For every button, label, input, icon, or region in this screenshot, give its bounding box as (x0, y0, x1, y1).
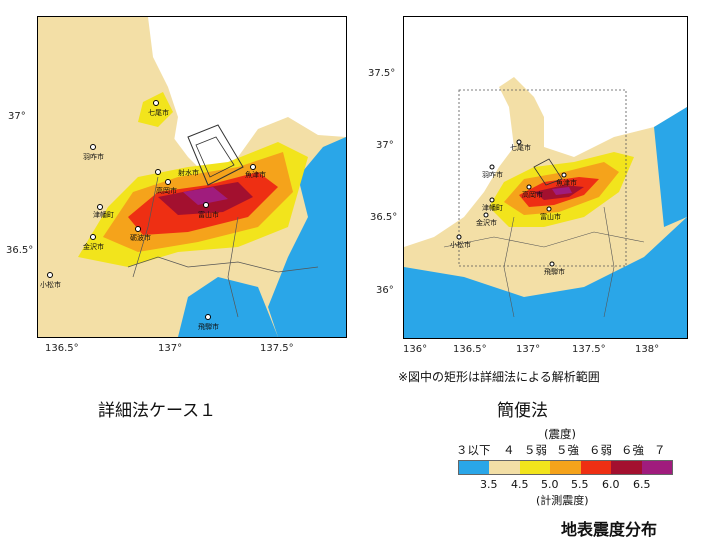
city-markers: 七尾市 羽咋市 高岡市 射水市 魚津市 富山市 津幡町 金沢市 砺波市 小松市 … (40, 100, 266, 331)
right-y-tick: 37.5° (368, 68, 396, 79)
right-intensity-map: 七尾市 羽咋市 高岡市 魚津市 富山市 津幡町 金沢市 小松市 飛騨市 (403, 16, 688, 339)
left-y-tick: 37° (8, 111, 26, 122)
legend-threshold: 5.0 (541, 478, 559, 491)
legend-swatch (641, 461, 672, 474)
city-label: 富山市 (198, 210, 219, 219)
left-intensity-map: 七尾市 羽咋市 高岡市 射水市 魚津市 富山市 津幡町 金沢市 砺波市 小松市 … (37, 16, 347, 338)
city-label: 魚津市 (556, 178, 577, 187)
left-y-tick: 36.5° (6, 245, 34, 256)
legend-threshold: 6.0 (602, 478, 620, 491)
city-label: 金沢市 (83, 242, 104, 251)
legend-swatch (459, 461, 490, 474)
city-label: 七尾市 (148, 108, 169, 117)
figure-title: 地表震度分布 (561, 520, 658, 539)
low-intensity-south (404, 217, 687, 338)
right-x-tick: 137.5° (572, 344, 606, 355)
legend-threshold: 6.5 (633, 478, 651, 491)
legend-class-label: ４ (503, 443, 515, 457)
city-label: 魚津市 (245, 170, 266, 179)
city-label: 津幡町 (93, 210, 114, 219)
legend-swatch (489, 461, 520, 474)
legend-title-measured: (計測震度) (536, 494, 589, 507)
sea-area (133, 17, 346, 177)
left-map-canvas: 七尾市 羽咋市 高岡市 射水市 魚津市 富山市 津幡町 金沢市 砺波市 小松市 … (38, 17, 346, 337)
city-label: 飛騨市 (198, 322, 219, 331)
legend-title-intensity: (震度) (544, 427, 576, 441)
city-label: 羽咋市 (482, 170, 503, 179)
right-y-tick: 36° (376, 285, 394, 296)
legend-swatch (580, 461, 612, 474)
right-map-canvas: 七尾市 羽咋市 高岡市 魚津市 富山市 津幡町 金沢市 小松市 飛騨市 (404, 17, 687, 338)
city-label: 津幡町 (482, 203, 503, 212)
legend-class-label: ６弱 (589, 443, 612, 457)
low-intensity-east (268, 137, 346, 337)
right-y-tick: 37° (376, 140, 394, 151)
left-x-tick: 136.5° (45, 343, 79, 354)
legend-class-label: ６強 (621, 443, 644, 457)
legend-threshold: 5.5 (571, 478, 589, 491)
left-x-tick: 137.5° (260, 343, 294, 354)
city-label: 高岡市 (522, 190, 543, 199)
legend-swatch (550, 461, 581, 474)
low-intensity-south (98, 277, 278, 337)
legend-class-label: ５強 (556, 443, 579, 457)
left-map-caption: 詳細法ケース１ (98, 401, 217, 421)
legend-swatch (519, 461, 551, 474)
legend-swatch (611, 461, 642, 474)
legend-class-label: ５弱 (524, 443, 547, 457)
city-label: 射水市 (178, 168, 199, 177)
legend-threshold: 3.5 (480, 478, 498, 491)
city-label: 小松市 (40, 280, 61, 289)
right-x-tick: 136.5° (453, 344, 487, 355)
city-label: 富山市 (540, 212, 561, 221)
right-x-tick: 137° (516, 344, 541, 355)
low-intensity-east (654, 107, 687, 227)
legend-threshold: 4.5 (511, 478, 529, 491)
right-map-caption: 簡便法 (497, 401, 548, 421)
right-y-tick: 36.5° (370, 212, 398, 223)
city-label: 小松市 (450, 240, 471, 249)
right-x-tick: 136° (403, 344, 428, 355)
city-markers: 七尾市 羽咋市 高岡市 魚津市 富山市 津幡町 金沢市 小松市 飛騨市 (450, 139, 577, 276)
legend-color-bar (458, 460, 673, 475)
city-label: 七尾市 (510, 143, 531, 152)
city-label: 金沢市 (476, 218, 497, 227)
detailed-analysis-frame (458, 89, 627, 267)
city-label: 高岡市 (156, 186, 177, 195)
legend-class-label: ７ (654, 443, 666, 457)
city-label: 羽咋市 (83, 152, 104, 161)
right-x-tick: 138° (635, 344, 660, 355)
city-label: 飛騨市 (544, 267, 565, 276)
analysis-range-note: ※図中の矩形は詳細法による解析範囲 (398, 370, 600, 384)
city-label: 砺波市 (130, 233, 151, 242)
left-x-tick: 137° (158, 343, 183, 354)
legend-class-label: ３以下 (456, 443, 491, 457)
